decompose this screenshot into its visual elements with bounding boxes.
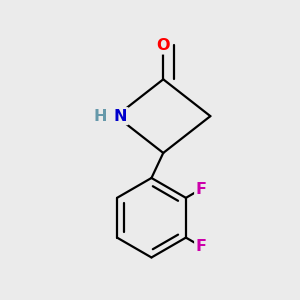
Text: O: O bbox=[157, 38, 170, 53]
Text: H: H bbox=[93, 109, 107, 124]
Text: F: F bbox=[196, 239, 207, 254]
Text: F: F bbox=[196, 182, 207, 196]
Text: N: N bbox=[114, 109, 127, 124]
